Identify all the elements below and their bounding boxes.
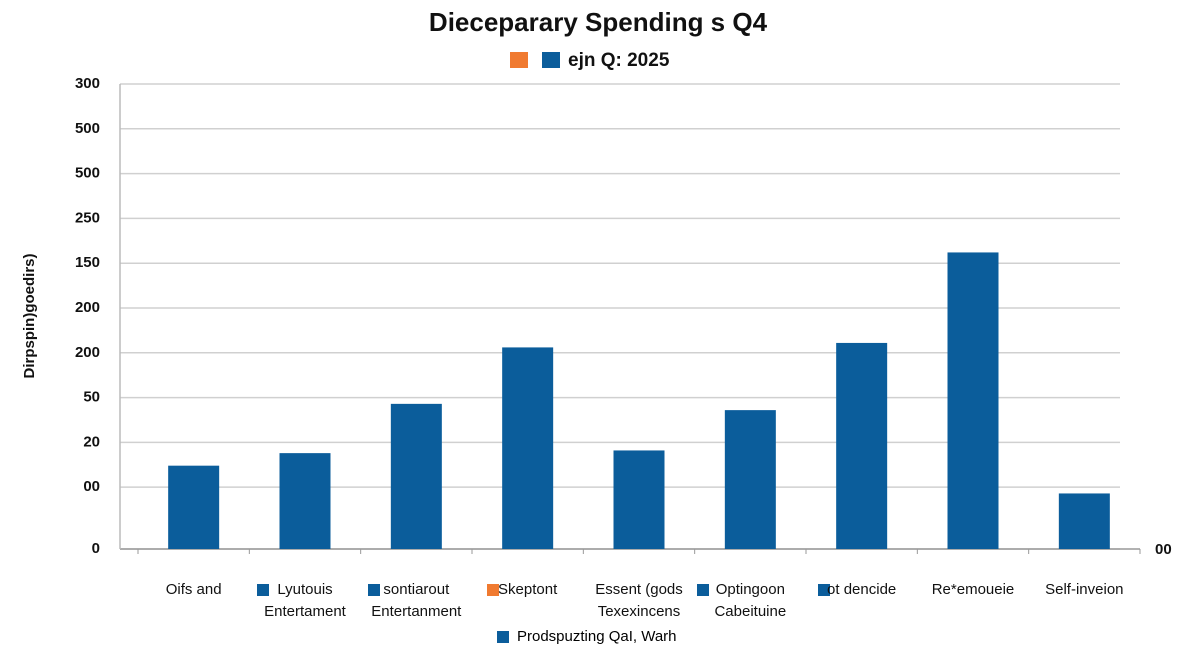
- y-tick-label: 500: [75, 120, 100, 137]
- y-tick-label: 150: [75, 254, 100, 271]
- y-tick-label: 0: [92, 540, 100, 557]
- footnote: Prodspuzting QaI, Warh: [517, 628, 677, 645]
- bar: [613, 450, 665, 549]
- y-tick-label: 500: [75, 165, 100, 182]
- x-tick-label: Lyutouis Entertament: [264, 581, 346, 620]
- label-marker: [368, 584, 380, 596]
- y-tick-label: 50: [83, 389, 100, 406]
- label-marker: [697, 584, 709, 596]
- bar: [1058, 493, 1110, 549]
- x-tick-label: Skeptont: [498, 581, 558, 598]
- bar: [947, 252, 999, 549]
- bar: [390, 403, 442, 549]
- x-tick-label: Re*emoueie: [931, 581, 1015, 598]
- x-tick-label: Essent (gods Texexincens: [595, 581, 683, 620]
- label-marker: [497, 631, 509, 643]
- legend-swatch: [542, 52, 560, 68]
- label-marker: [487, 584, 499, 596]
- right-label: 00: [1155, 541, 1172, 558]
- x-tick-label: Self-inveion: [1045, 581, 1124, 598]
- x-tick-label: Optingoon Cabeituine: [714, 581, 787, 620]
- bar: [279, 453, 331, 549]
- y-axis-label: Dirpspin)goedirs): [21, 253, 38, 378]
- y-tick-label: 250: [75, 209, 100, 226]
- label-marker: [257, 584, 269, 596]
- x-tick-label: ot dencide: [827, 581, 897, 598]
- y-tick-label: 00: [83, 478, 100, 495]
- y-tick-label: 300: [75, 75, 100, 92]
- x-tick-label: Oifs and: [165, 581, 222, 598]
- chart-title: Dieceparary Spending s Q4: [429, 7, 768, 37]
- legend-label: ejn Q: 2025: [568, 50, 670, 71]
- y-tick-label: 200: [75, 299, 100, 316]
- x-tick-label: sontiarout Entertanment: [371, 581, 462, 620]
- bar: [836, 342, 888, 549]
- legend-swatch: [510, 52, 528, 68]
- bar: [168, 465, 220, 549]
- bar: [502, 347, 554, 549]
- y-tick-label: 20: [83, 433, 100, 450]
- y-tick-label: 200: [75, 344, 100, 361]
- bar: [724, 410, 776, 549]
- label-marker: [818, 584, 830, 596]
